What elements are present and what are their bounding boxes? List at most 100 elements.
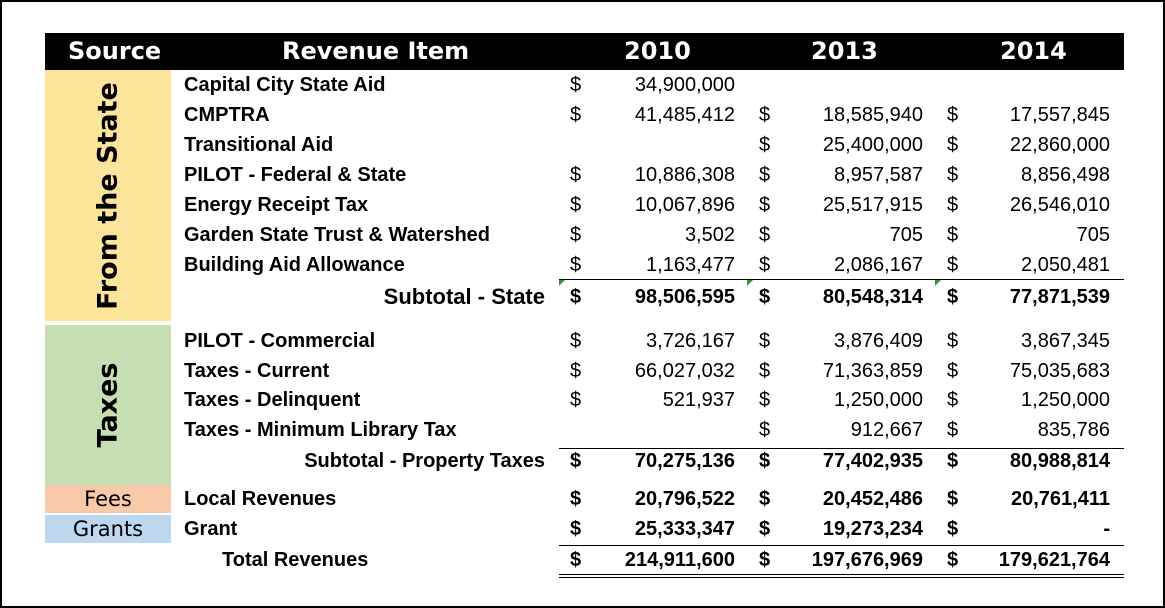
header-source: Source [68, 37, 162, 65]
source-state-block: From the State [45, 70, 171, 321]
dollar-sign-2013: $ [759, 134, 771, 156]
dollar-sign-2014: $ [947, 134, 959, 156]
dollar-sign-2010: $ [570, 330, 582, 352]
dollar-sign-2013: $ [759, 488, 771, 510]
value-2010: 20,796,522 [634, 488, 735, 510]
value-2010: 10,067,896 [634, 194, 735, 216]
source-grants-label: Grants [72, 517, 144, 541]
dollar-sign-2014: $ [947, 450, 959, 472]
dollar-sign-2010: $ [570, 254, 582, 276]
revenue-item-label: Capital City State Aid [184, 74, 386, 96]
dollar-sign-2013: $ [759, 360, 771, 382]
dollar-sign-2014: $ [947, 224, 959, 246]
row-pilot-federal-state: PILOT - Federal & State $10,886,308 $8,957… [2, 160, 1163, 190]
value-2010: 41,485,412 [634, 104, 735, 126]
dollar-sign-2014: $ [947, 549, 959, 571]
dollar-sign-2014: $ [947, 419, 959, 441]
value-2013: 18,585,940 [822, 104, 923, 126]
dollar-sign-2014: $ [947, 194, 959, 216]
value-2014: 20,761,411 [1011, 488, 1110, 510]
dollar-sign-2014: $ [947, 488, 959, 510]
value-2010: 66,027,032 [634, 360, 735, 382]
value-2013: 705 [889, 224, 923, 246]
row-subtotal-property-taxes: Subtotal - Property Taxes $70,275,136 $77,… [2, 446, 1163, 476]
dollar-sign-2013: $ [759, 549, 771, 571]
dollar-sign-2014: $ [947, 254, 959, 276]
source-fees-label: Fees [84, 487, 132, 511]
value-2010: 1,163,477 [646, 254, 735, 276]
cell-marker [559, 280, 565, 286]
dollar-sign-2013: $ [759, 224, 771, 246]
total-double-rule-1 [559, 574, 1124, 575]
value-2013: 912,667 [850, 419, 923, 441]
dollar-sign-2014: $ [947, 518, 959, 540]
revenue-item-label: Taxes - Minimum Library Tax [184, 419, 457, 441]
dollar-sign-2013: $ [759, 419, 771, 441]
dollar-sign-2014: $ [947, 360, 959, 382]
row-transitional-aid: Transitional Aid $25,400,000 $22,860,000 [2, 130, 1163, 160]
revenue-item-label: Energy Receipt Tax [184, 194, 369, 216]
dollar-sign-2010: $ [570, 389, 582, 411]
source-taxes-block: Taxes [45, 325, 171, 485]
value-2014: - [1103, 518, 1110, 540]
dollar-sign-2010: $ [570, 549, 582, 571]
value-2013: 71,363,859 [822, 360, 923, 382]
value-2014: 75,035,683 [1009, 360, 1110, 382]
value-2010: 3,726,167 [646, 330, 735, 352]
value-2014: 80,988,814 [1009, 450, 1110, 472]
row-pilot-commercial: PILOT - Commercial $3,726,167 $3,876,409 $3… [2, 326, 1163, 356]
dollar-sign-2014: $ [947, 104, 959, 126]
value-2014: 179,621,764 [998, 549, 1110, 571]
value-2014: 17,557,845 [1009, 104, 1110, 126]
value-2013: 8,957,587 [834, 164, 923, 186]
dollar-sign-2010: $ [570, 286, 582, 308]
value-2014: 2,050,481 [1021, 254, 1110, 276]
value-2013: 2,086,167 [834, 254, 923, 276]
value-2013: 19,273,234 [822, 518, 923, 540]
dollar-sign-2010: $ [570, 360, 582, 382]
cell-marker [747, 280, 753, 286]
value-2010: 214,911,600 [624, 549, 735, 571]
row-cmptra: CMPTRA $41,485,412 $18,585,940 $17,557,845 [2, 100, 1163, 130]
dollar-sign-2014: $ [947, 389, 959, 411]
dollar-sign-2010: $ [570, 518, 582, 540]
row-taxes-delinquent: Taxes - Delinquent $521,937 $1,250,000 $1,2… [2, 385, 1163, 415]
row-local-revenues: Local Revenues $20,796,522 $20,452,486 $20,… [2, 484, 1163, 514]
row-building-aid-allowance: Building Aid Allowance $1,163,477 $2,086,1… [2, 250, 1163, 280]
header-revenue-item: Revenue Item [282, 37, 470, 65]
row-total-revenues: Total Revenues $214,911,600 $197,676,969 $1… [2, 545, 1163, 575]
cell-marker [935, 280, 941, 286]
row-capital-city-state-aid: Capital City State Aid $34,900,000 [2, 70, 1163, 100]
dollar-sign-2013: $ [759, 286, 771, 308]
value-2010: 10,886,308 [634, 164, 735, 186]
dollar-sign-2013: $ [759, 254, 771, 276]
revenue-item-label: Local Revenues [184, 488, 337, 510]
value-2010: 70,275,136 [634, 450, 735, 472]
source-fees-block: Fees [45, 485, 171, 513]
value-2014: 835,786 [1037, 419, 1110, 441]
value-2014: 77,871,539 [1009, 286, 1110, 308]
revenue-item-label: PILOT - Federal & State [184, 164, 407, 186]
row-grant: Grant $25,333,347 $19,273,234 $ - [2, 514, 1163, 544]
dollar-sign-2010: $ [570, 450, 582, 472]
value-2010: 25,333,347 [634, 518, 735, 540]
row-subtotal-state: Subtotal - State $98,506,595 $80,548,314 $7… [2, 282, 1163, 312]
dollar-sign-2014: $ [947, 330, 959, 352]
value-2013: 77,402,935 [822, 450, 923, 472]
value-2010: 34,900,000 [634, 74, 735, 96]
dollar-sign-2014: $ [947, 164, 959, 186]
value-2013: 25,400,000 [822, 134, 923, 156]
value-2010: 3,502 [684, 224, 735, 246]
value-2013: 1,250,000 [834, 389, 923, 411]
total-double-rule-2 [559, 577, 1124, 578]
revenue-item-label: Transitional Aid [184, 134, 334, 156]
revenue-item-label: Taxes - Delinquent [184, 389, 361, 411]
subtotal-state-rule [559, 279, 1124, 280]
revenue-item-label: Taxes - Current [184, 360, 330, 382]
row-taxes-current: Taxes - Current $66,027,032 $71,363,859 $75… [2, 356, 1163, 386]
dollar-sign-2014: $ [947, 286, 959, 308]
dollar-sign-2010: $ [570, 164, 582, 186]
header-year-2013: 2013 [811, 37, 878, 65]
dollar-sign-2013: $ [759, 194, 771, 216]
